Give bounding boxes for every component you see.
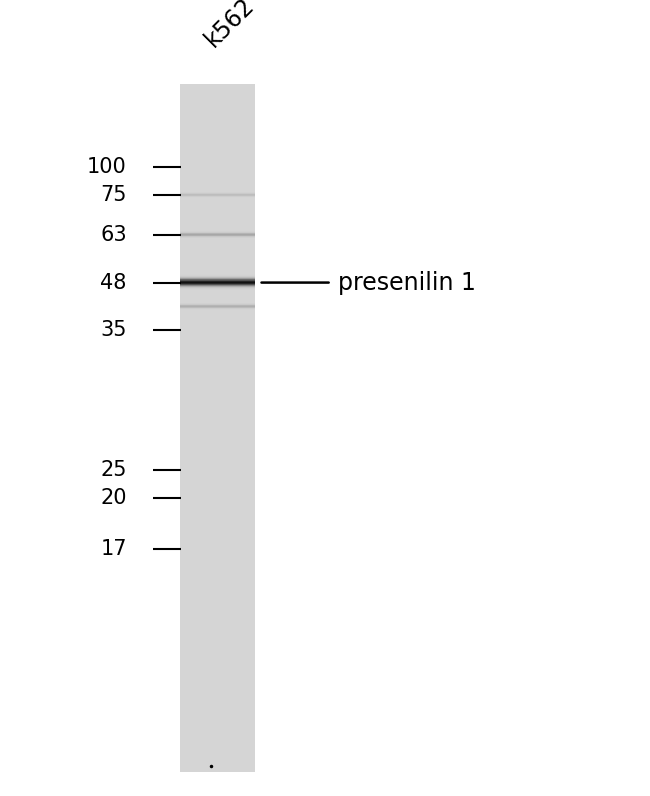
Text: 63: 63 [100,224,127,245]
Text: 75: 75 [100,185,127,205]
Text: 100: 100 [87,157,127,178]
Text: 17: 17 [100,539,127,560]
Text: 48: 48 [100,272,127,293]
Text: presenilin 1: presenilin 1 [338,271,476,295]
Bar [181,84,255,772]
Text: 20: 20 [100,487,127,508]
Text: k562: k562 [201,0,259,52]
Text: 35: 35 [100,320,127,341]
Text: 25: 25 [100,459,127,480]
